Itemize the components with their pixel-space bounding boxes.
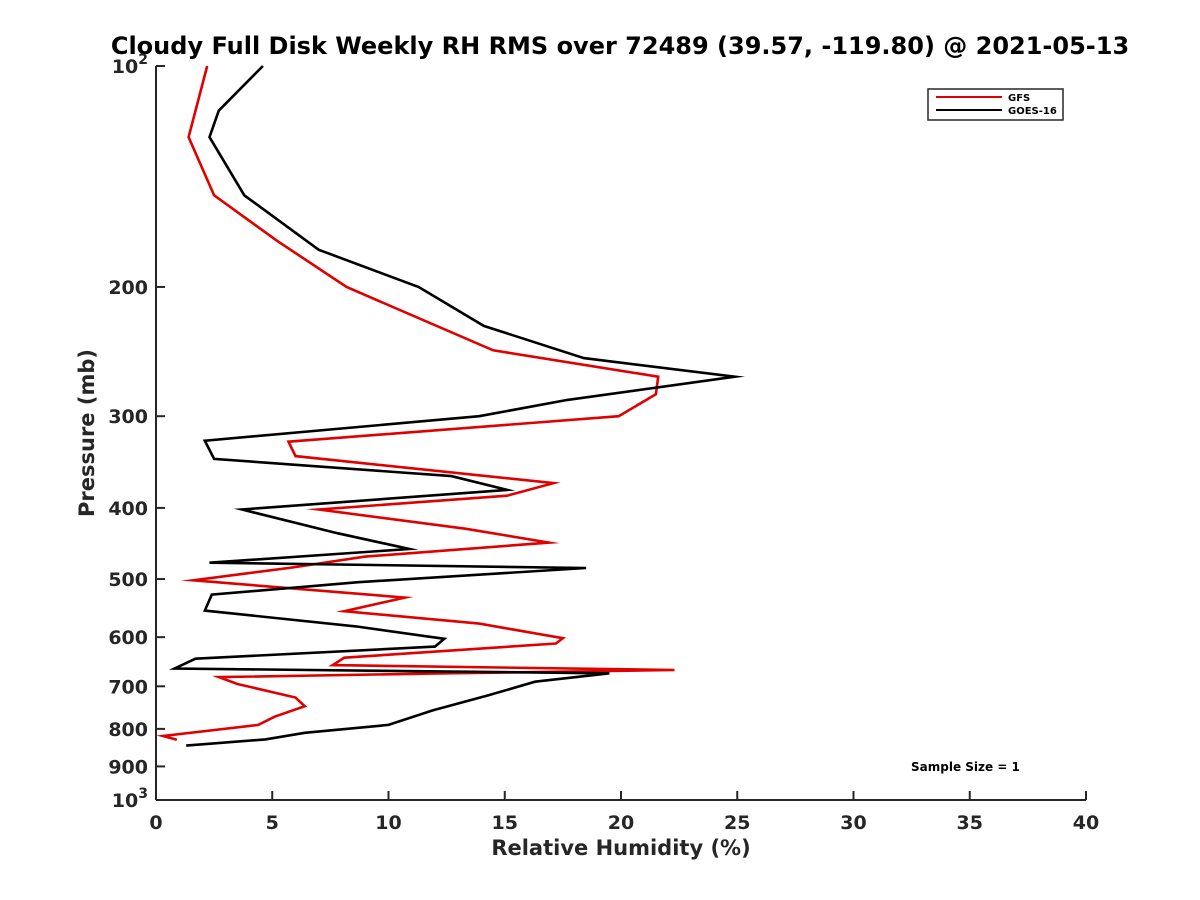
y-axis-label: Pressure (mb) <box>75 349 99 517</box>
series-line-gfs <box>156 65 675 742</box>
x-tick-label: 30 <box>840 812 866 834</box>
y-tick-label-base: 10 <box>112 56 138 78</box>
legend-box <box>927 88 1064 121</box>
x-tick-label: 15 <box>492 812 518 834</box>
y-tick-label: 900 <box>108 756 148 778</box>
x-tick-label: 20 <box>608 812 634 834</box>
x-tick-label: 10 <box>375 812 401 834</box>
series-line-goes16 <box>168 65 745 747</box>
y-tick-label-exponent: 3 <box>138 786 148 802</box>
y-tick-label: 102 <box>112 52 148 78</box>
y-tick-label: 500 <box>108 569 148 591</box>
x-tick-label: 25 <box>724 812 750 834</box>
chart-title: Cloudy Full Disk Weekly RH RMS over 7248… <box>111 32 1129 60</box>
y-tick-label: 700 <box>108 676 148 698</box>
x-axis-ticks: 0 5 10 15 20 25 30 35 40 <box>149 791 1099 834</box>
legend: GFS GOES-16 <box>927 88 1064 121</box>
y-tick-label: 400 <box>108 498 148 520</box>
x-tick-label: 5 <box>266 812 279 834</box>
legend-label-goes16: GOES-16 <box>1008 106 1057 117</box>
legend-label-gfs: GFS <box>1008 93 1030 104</box>
x-tick-label: 40 <box>1073 812 1099 834</box>
y-tick-label-base: 10 <box>112 790 138 812</box>
series-lines <box>156 65 745 747</box>
sample-size-annotation: Sample Size = 1 <box>911 760 1020 774</box>
y-tick-label: 300 <box>108 406 148 428</box>
x-axis-label: Relative Humidity (%) <box>491 836 750 860</box>
y-tick-label: 600 <box>108 627 148 649</box>
x-tick-label: 35 <box>957 812 983 834</box>
y-tick-label: 800 <box>108 719 148 741</box>
y-tick-label: 200 <box>108 277 148 299</box>
y-tick-label: 103 <box>112 786 148 812</box>
y-tick-label-exponent: 2 <box>138 52 148 68</box>
x-tick-label: 0 <box>149 812 162 834</box>
